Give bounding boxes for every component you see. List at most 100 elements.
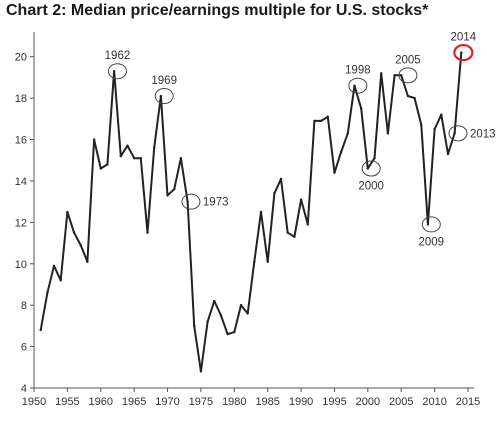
annotations-group: 1962 1969 1973 1998 2000 2005 2009 2013 2014 [105, 32, 496, 249]
x-tick-label: 1990 [289, 396, 313, 408]
annotation-label: 1998 [345, 65, 371, 77]
x-tick-label: 1995 [322, 396, 346, 408]
data-point [119, 154, 123, 158]
x-tick-label: 1955 [55, 396, 79, 408]
data-point [159, 94, 163, 98]
data-point [446, 152, 450, 156]
x-tick-label: 2000 [356, 396, 380, 408]
data-point [179, 156, 183, 160]
data-point [306, 223, 309, 226]
data-point [166, 194, 169, 197]
x-axis: 1950 1955 1960 1965 1970 1975 1980 1985 1990 1995… [22, 388, 480, 408]
data-point [400, 74, 403, 77]
y-tick-label: 12 [15, 217, 27, 229]
data-point [213, 299, 216, 303]
data-point [193, 324, 196, 328]
data-point [393, 74, 396, 77]
y-tick-label: 4 [21, 383, 27, 395]
data-point [386, 132, 390, 135]
x-tick-label: 1960 [89, 396, 113, 408]
data-point [92, 138, 96, 141]
y-tick-label: 8 [21, 300, 27, 312]
data-point [152, 146, 156, 150]
y-tick-label: 16 [15, 135, 27, 147]
data-point [46, 291, 49, 294]
x-tick-label: 1965 [122, 396, 146, 408]
data-point [319, 119, 323, 123]
data-point [72, 231, 76, 234]
data-point [173, 188, 176, 191]
data-point [139, 156, 143, 160]
data-point [199, 370, 203, 373]
data-point [146, 231, 149, 234]
data-point [460, 51, 463, 54]
data-point [373, 156, 376, 160]
data-point [219, 314, 223, 317]
data-point [279, 177, 283, 181]
annotation-circle [154, 88, 174, 105]
annotation-circle [448, 125, 468, 142]
data-point [39, 328, 42, 332]
annotation-circle [107, 63, 127, 80]
data-point [186, 200, 189, 203]
data-point [413, 96, 416, 100]
data-point [366, 167, 370, 170]
data-point [286, 231, 289, 234]
data-point [99, 167, 102, 170]
data-point [420, 123, 423, 127]
annotation-label: 2005 [395, 54, 421, 66]
y-tick-label: 10 [15, 259, 27, 271]
data-point [326, 115, 329, 118]
x-tick-label: 1950 [22, 396, 46, 408]
data-point [52, 264, 56, 268]
y-tick-label: 6 [21, 342, 27, 354]
data-point [126, 144, 129, 147]
annotation-label: 2000 [358, 181, 384, 193]
annotation-label: 2009 [418, 236, 444, 248]
data-point [233, 330, 236, 334]
y-tick-label: 18 [15, 93, 27, 105]
data-point [66, 210, 69, 214]
x-tick-label: 1985 [255, 396, 279, 408]
annotation-circle [181, 193, 201, 210]
data-point [86, 260, 89, 263]
data-point [346, 132, 350, 135]
data-point [353, 84, 356, 87]
data-point [106, 163, 109, 166]
x-tick-label: 2010 [422, 396, 446, 408]
data-point [339, 150, 343, 154]
plot-frame [33, 32, 474, 389]
data-point [433, 127, 436, 131]
data-point [299, 198, 303, 201]
data-point [426, 223, 430, 226]
data-point [239, 303, 243, 307]
data-point [440, 113, 443, 116]
data-point [406, 94, 410, 98]
data-point [313, 119, 316, 123]
data-point [206, 320, 209, 323]
data-point [259, 210, 263, 214]
annotation-label: 2014 [451, 32, 477, 44]
data-point [59, 279, 62, 282]
x-tick-label: 2005 [389, 396, 413, 408]
annotation-circle [348, 77, 368, 94]
annotation-circle [361, 160, 381, 177]
data-point [266, 260, 269, 263]
annotation-label: 2013 [470, 128, 496, 140]
chart-title: Chart 2: Median price/earnings multiple … [6, 2, 429, 19]
data-point [253, 260, 256, 263]
data-point [246, 312, 249, 315]
annotation-circle [453, 43, 474, 62]
annotation-circle [421, 216, 441, 233]
annotation-circle [398, 67, 418, 84]
series-line [39, 52, 463, 373]
x-tick-label: 1970 [155, 396, 179, 408]
data-point [333, 171, 336, 174]
x-tick-label: 2015 [456, 396, 480, 408]
x-tick-label: 1975 [189, 396, 213, 408]
annotation-label: 1969 [151, 75, 177, 87]
x-tick-label: 1980 [222, 396, 246, 408]
y-tick-label: 20 [15, 52, 27, 64]
data-point [273, 192, 276, 195]
